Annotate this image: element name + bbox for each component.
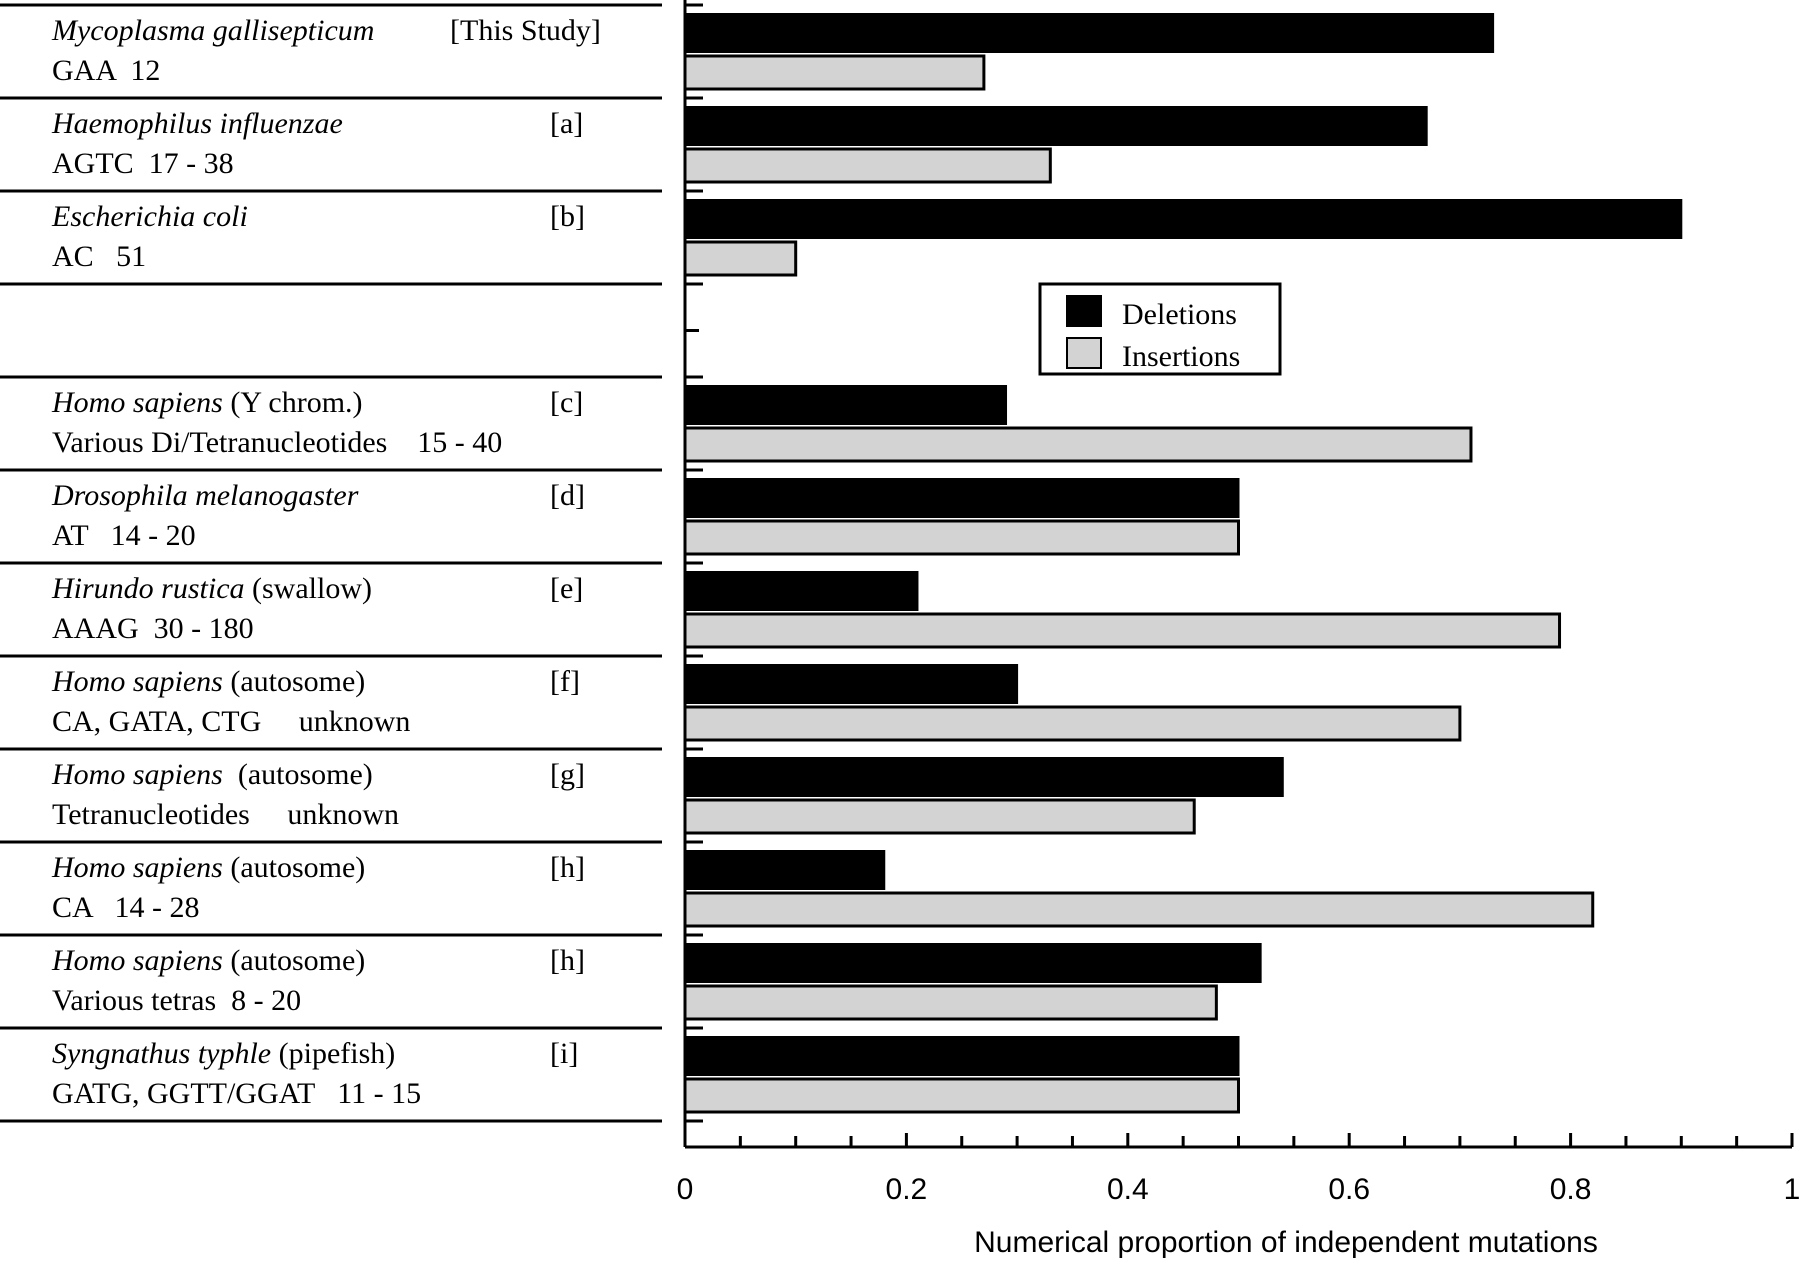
row-label-repeat: GATG, GGTT/GGAT 11 - 15 bbox=[52, 1077, 421, 1110]
species-name: Homo sapiens bbox=[51, 851, 223, 884]
row-label-species: Homo sapiens (autosome) bbox=[51, 944, 365, 977]
row-label-species: Haemophilus influenzae bbox=[51, 107, 343, 140]
row-label-reference: [e] bbox=[550, 572, 583, 605]
species-qualifier: (autosome) bbox=[223, 851, 365, 884]
species-name: Escherichia coli bbox=[51, 200, 248, 233]
bar-deletions bbox=[684, 199, 1683, 239]
bar-deletions bbox=[684, 13, 1495, 53]
legend: Deletions Insertions bbox=[1038, 282, 1282, 376]
x-axis-tick-label: 0 bbox=[677, 1173, 694, 1206]
species-qualifier: (Y chrom.) bbox=[223, 386, 363, 419]
row-label-repeat: AAAG 30 - 180 bbox=[52, 612, 254, 645]
species-name: Homo sapiens bbox=[51, 386, 223, 419]
species-name: Haemophilus influenzae bbox=[51, 107, 343, 140]
row-label-repeat: AC 51 bbox=[52, 240, 146, 273]
row-label-species: Mycoplasma gallisepticum bbox=[51, 14, 374, 47]
row-labels: Mycoplasma gallisepticum [This Study] GAA … bbox=[0, 3, 662, 1123]
bar-insertions bbox=[683, 240, 798, 277]
species-name: Drosophila melanogaster bbox=[51, 479, 359, 512]
row-label-repeat: CA 14 - 28 bbox=[52, 891, 200, 924]
species-name: Syngnathus typhle bbox=[52, 1037, 271, 1070]
species-qualifier: (autosome) bbox=[223, 665, 365, 698]
bar-insertions bbox=[683, 891, 1595, 928]
row-label-species: Drosophila melanogaster bbox=[51, 479, 359, 512]
bar-insertions bbox=[683, 798, 1196, 835]
bar-deletions bbox=[684, 478, 1240, 518]
x-axis-title: Numerical proportion of independent muta… bbox=[974, 1226, 1598, 1259]
x-axis-tick-label: 0.2 bbox=[886, 1173, 928, 1206]
species-name: Homo sapiens bbox=[51, 758, 223, 791]
bars bbox=[683, 13, 1683, 1114]
x-axis-tick-label: 0.6 bbox=[1328, 1173, 1370, 1206]
row-label-species: Homo sapiens (autosome) bbox=[51, 665, 365, 698]
row-label-species: Homo sapiens (Y chrom.) bbox=[51, 386, 363, 419]
species-name: Mycoplasma gallisepticum bbox=[51, 14, 374, 47]
species-qualifier: (autosome) bbox=[223, 758, 373, 791]
row-label-species: Hirundo rustica (swallow) bbox=[51, 572, 372, 605]
row-label-repeat: Various Di/Tetranucleotides 15 - 40 bbox=[52, 426, 502, 459]
row-label-species: Escherichia coli bbox=[51, 200, 248, 233]
legend-label-deletions: Deletions bbox=[1122, 298, 1237, 331]
row-label-repeat: AT 14 - 20 bbox=[52, 519, 196, 552]
bar-deletions bbox=[684, 850, 886, 890]
row-label-reference: [This Study] bbox=[450, 14, 601, 47]
row-label-reference: [h] bbox=[550, 851, 585, 884]
row-label-reference: [d] bbox=[550, 479, 585, 512]
x-axis-tick-label: 1 bbox=[1784, 1173, 1800, 1206]
legend-swatch-deletions bbox=[1066, 295, 1102, 327]
row-label-reference: [c] bbox=[550, 386, 583, 419]
row-label-species: Syngnathus typhle (pipefish) bbox=[52, 1037, 395, 1070]
row-label-repeat: GAA 12 bbox=[52, 54, 160, 87]
bar-deletions bbox=[684, 1036, 1240, 1076]
species-name: Homo sapiens bbox=[51, 944, 223, 977]
row-label-reference: [b] bbox=[550, 200, 585, 233]
row-label-repeat: Tetranucleotides unknown bbox=[52, 798, 399, 831]
bar-insertions bbox=[683, 612, 1562, 649]
row-label-repeat: Various tetras 8 - 20 bbox=[52, 984, 301, 1017]
bar-deletions bbox=[684, 385, 1008, 425]
row-label-species: Homo sapiens (autosome) bbox=[51, 758, 373, 791]
bar-insertions bbox=[683, 1077, 1240, 1114]
legend-swatch-insertions bbox=[1066, 337, 1102, 369]
bar-insertions bbox=[683, 147, 1052, 184]
x-axis-tick-label: 0.4 bbox=[1107, 1173, 1149, 1206]
species-name: Hirundo rustica bbox=[51, 572, 245, 605]
row-label-reference: [f] bbox=[550, 665, 580, 698]
bar-insertions bbox=[683, 519, 1240, 556]
bar-deletions bbox=[684, 106, 1428, 146]
bar-deletions bbox=[684, 664, 1019, 704]
bar-insertions bbox=[683, 426, 1473, 463]
row-label-repeat: CA, GATA, CTG unknown bbox=[52, 705, 410, 738]
species-qualifier: (swallow) bbox=[245, 572, 372, 605]
row-label-reference: [i] bbox=[550, 1037, 578, 1070]
row-label-repeat: AGTC 17 - 38 bbox=[52, 147, 234, 180]
row-label-species: Homo sapiens (autosome) bbox=[51, 851, 365, 884]
row-label-reference: [g] bbox=[550, 758, 585, 791]
bar-insertions bbox=[683, 705, 1462, 742]
row-label-reference: [h] bbox=[550, 944, 585, 977]
bar-deletions bbox=[684, 757, 1284, 797]
species-name: Homo sapiens bbox=[51, 665, 223, 698]
legend-label-insertions: Insertions bbox=[1122, 340, 1240, 373]
bar-deletions bbox=[684, 943, 1262, 983]
species-qualifier: (pipefish) bbox=[271, 1037, 395, 1070]
bar-deletions bbox=[684, 571, 919, 611]
x-axis-tick-label: 0.8 bbox=[1550, 1173, 1592, 1206]
axes: 0 0.2 0.4 0.6 0.8 1 bbox=[677, 0, 1800, 1206]
bar-insertions bbox=[683, 54, 986, 91]
species-qualifier: (autosome) bbox=[223, 944, 365, 977]
bar-insertions bbox=[683, 984, 1218, 1021]
row-label-reference: [a] bbox=[550, 107, 583, 140]
